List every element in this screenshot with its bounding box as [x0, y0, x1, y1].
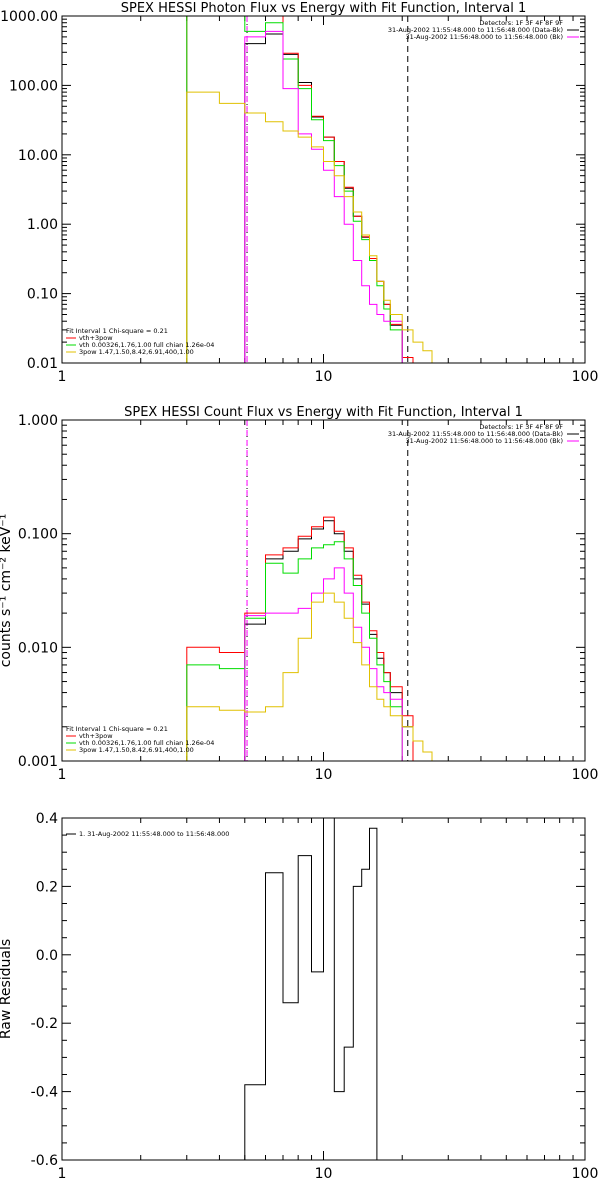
plot-frame — [61, 419, 586, 762]
legend-entry: vth 0.00326,1.76,1.00 full chian 1.26e-0… — [79, 739, 214, 747]
x-tick-label: 100 — [572, 369, 599, 385]
y-axis-label: counts s⁻¹ cm⁻² keV⁻¹ — [0, 514, 14, 668]
y-tick-label: 100.00 — [9, 78, 58, 94]
series-line-3 — [186, 541, 413, 761]
y-tick-label: 0.01 — [27, 356, 58, 372]
series-group — [186, 16, 433, 363]
header-line: Detectors: 1F 3F 4F 8F 9F — [479, 19, 563, 27]
legend-entry: 1. 31-Aug-2002 11:55:48.000 to 11:56:48.… — [79, 830, 229, 838]
legend-entry: 3pow 1.47,1.50,8.42,6.91,400,1.00 — [79, 746, 194, 754]
y-tick-label: 0.010 — [18, 640, 58, 656]
x-tick-label: 1 — [58, 1166, 67, 1182]
header-line: 31-Aug-2002 11:55:48.000 to 11:56:48.000… — [388, 430, 563, 438]
plot-frame — [61, 15, 586, 364]
plot-3: Raw Residuals 1 10 100 -0.6 -0.4 -0.2 0.0 0.2 0.4… — [0, 811, 598, 1182]
y-tick-label: 0.2 — [36, 879, 58, 895]
plot-frame — [61, 817, 586, 1161]
y-tick-label: -0.6 — [31, 1153, 58, 1169]
legend-entry: Fit Interval 1 Chi-square = 0.21 — [66, 725, 168, 733]
y-tick-label: -0.4 — [31, 1085, 58, 1101]
legend-entry: Fit Interval 1 Chi-square = 0.21 — [66, 327, 168, 335]
y-tick-label: 1.000 — [18, 413, 58, 429]
y-tick-label: 0.001 — [18, 754, 58, 770]
series-group — [186, 516, 433, 761]
x-tick-label: 1 — [58, 369, 67, 385]
y-tick-label: 0.100 — [18, 527, 58, 543]
plot-title: SPEX HESSI Count Flux vs Energy with Fit… — [124, 405, 523, 420]
y-tick-label: 1000.00 — [0, 9, 58, 25]
legend-entry: vth+3pow — [79, 732, 113, 740]
header-line: Detectors: 1F 3F 4F 8F 9F — [479, 423, 563, 431]
plot-title: SPEX HESSI Photon Flux vs Energy with Fi… — [121, 1, 527, 16]
y-tick-label: 0.4 — [36, 811, 58, 827]
series-line-2 — [186, 516, 414, 761]
x-tick-label: 10 — [315, 1166, 333, 1182]
y-tick-label: 1.00 — [27, 217, 58, 233]
series-line-5 — [186, 91, 433, 363]
series-line-5 — [186, 592, 433, 761]
y-tick-label: 0.10 — [27, 287, 58, 303]
x-tick-label: 10 — [315, 767, 333, 783]
legend-entry: vth+3pow — [79, 334, 113, 342]
x-tick-label: 1 — [58, 767, 67, 783]
legend-entry: vth 0.00326,1.76,1.00 full chian 1.26e-0… — [79, 341, 214, 349]
x-tick-label: 10 — [315, 369, 333, 385]
legend-entry: 3pow 1.47,1.50,8.42,6.91,400,1.00 — [79, 348, 194, 356]
header-line: 31-Aug-2002 11:56:48.000 to 11:56:48.000… — [406, 437, 563, 445]
x-tick-label: 100 — [572, 1166, 599, 1182]
series-line-4 — [244, 567, 403, 761]
y-tick-label: -0.2 — [31, 1016, 58, 1032]
header-line: 31-Aug-2002 11:56:48.000 to 11:56:48.000… — [406, 33, 563, 41]
y-tick-label: 10.00 — [18, 148, 58, 164]
header-line: 31-Aug-2002 11:55:48.000 to 11:56:48.000… — [388, 26, 563, 34]
plot-2: SPEX HESSI Count Flux vs Energy with Fit… — [0, 405, 598, 783]
plot-1: SPEX HESSI Photon Flux vs Energy with Fi… — [0, 1, 598, 385]
x-tick-label: 100 — [572, 767, 599, 783]
series-line-1 — [244, 818, 403, 1160]
series-group — [244, 818, 403, 1160]
y-axis-label: Raw Residuals — [0, 939, 14, 1039]
y-tick-label: 0.0 — [36, 948, 58, 964]
